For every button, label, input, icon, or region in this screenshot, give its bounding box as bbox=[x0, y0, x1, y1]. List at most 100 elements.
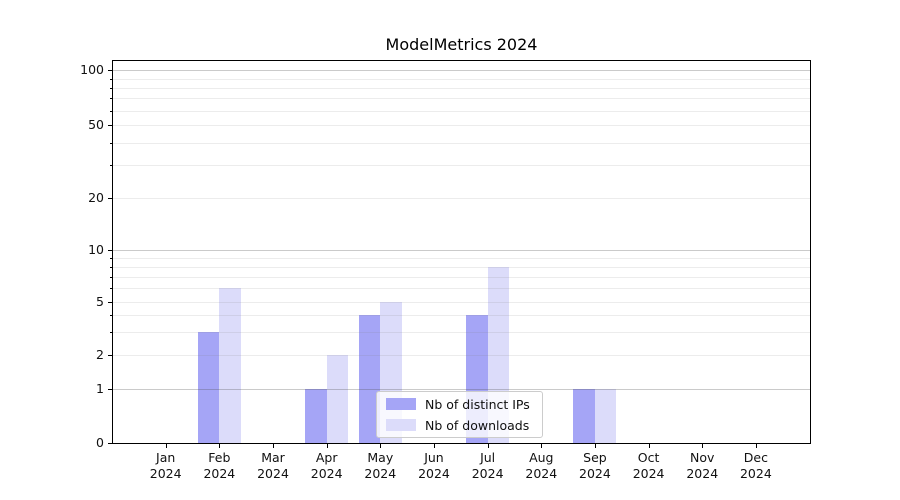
bar-ips-sep bbox=[573, 389, 595, 443]
y-tick-50 bbox=[108, 125, 112, 126]
gridline-minor-80 bbox=[113, 87, 810, 89]
gridline-major-10 bbox=[113, 250, 810, 251]
x-tick-year: 2024 bbox=[471, 466, 504, 481]
y-minor-tick-7 bbox=[110, 276, 112, 278]
x-tick-month: Feb bbox=[208, 450, 231, 465]
y-tick-2 bbox=[108, 355, 112, 356]
x-tick-year: 2024 bbox=[203, 466, 236, 481]
y-minor-tick-40 bbox=[110, 142, 112, 144]
legend-label: Nb of downloads bbox=[425, 417, 530, 433]
legend: Nb of distinct IPs Nb of downloads bbox=[376, 391, 543, 438]
x-tick-year: 2024 bbox=[525, 466, 558, 481]
x-tick-label-may: May 2024 bbox=[352, 450, 408, 482]
x-tick-label-oct: Oct 2024 bbox=[621, 450, 677, 482]
gridline-minor-5 bbox=[113, 302, 810, 303]
y-tick-100 bbox=[108, 70, 112, 72]
y-tick-0 bbox=[108, 443, 112, 444]
x-tick-year: 2024 bbox=[579, 466, 611, 481]
y-tick-1 bbox=[108, 389, 112, 390]
gridline-minor-20 bbox=[113, 197, 810, 199]
x-tick-month: Aug bbox=[529, 450, 554, 465]
gridline-major-1 bbox=[113, 389, 810, 390]
y-tick-20 bbox=[108, 197, 112, 199]
x-tick-label-jun: Jun 2024 bbox=[406, 450, 462, 482]
legend-swatch-ips bbox=[386, 398, 416, 410]
legend-entry: Nb of downloads bbox=[386, 416, 542, 434]
legend-entry: Nb of distinct IPs bbox=[386, 395, 542, 413]
plot-area bbox=[112, 60, 811, 444]
x-tick-month: Nov bbox=[690, 450, 715, 465]
y-tick-5 bbox=[108, 302, 112, 303]
y-minor-tick-6 bbox=[110, 288, 112, 290]
gridline-major-100 bbox=[113, 70, 810, 72]
x-tick-month: Sep bbox=[583, 450, 607, 465]
x-tick-label-sep: Sep 2024 bbox=[567, 450, 623, 482]
x-tick-month: Oct bbox=[637, 450, 660, 465]
gridline-minor-3 bbox=[113, 331, 810, 333]
x-tick-month: May bbox=[367, 450, 394, 465]
bar-ips-feb bbox=[197, 331, 220, 443]
x-tick-label-apr: Apr 2024 bbox=[299, 450, 355, 482]
y-tick-label-100: 100 bbox=[80, 62, 104, 78]
x-tick-label-nov: Nov 2024 bbox=[674, 450, 730, 482]
x-tick-year: 2024 bbox=[686, 466, 719, 481]
x-tick-label-dec: Dec 2024 bbox=[728, 450, 784, 482]
gridline-minor-70 bbox=[113, 98, 810, 100]
x-tick-oct bbox=[648, 444, 650, 448]
gridline-minor-6 bbox=[113, 288, 810, 290]
y-minor-tick-8 bbox=[110, 266, 112, 268]
x-tick-year: 2024 bbox=[310, 466, 343, 481]
x-tick-year: 2024 bbox=[257, 466, 289, 481]
x-tick-aug bbox=[541, 444, 543, 448]
gridline-minor-9 bbox=[113, 257, 810, 259]
bar-downloads-sep bbox=[594, 389, 617, 443]
x-tick-mar bbox=[273, 444, 274, 448]
y-tick-label-2: 2 bbox=[96, 347, 104, 362]
x-tick-year: 2024 bbox=[364, 466, 397, 481]
x-tick-label-feb: Feb 2024 bbox=[191, 450, 247, 482]
y-minor-tick-60 bbox=[110, 110, 112, 112]
x-tick-apr bbox=[326, 444, 328, 448]
y-tick-label-50: 50 bbox=[88, 117, 104, 132]
gridline-minor-30 bbox=[113, 165, 810, 167]
y-minor-tick-90 bbox=[110, 78, 112, 80]
bar-ips-apr bbox=[305, 389, 327, 443]
gridline-minor-50 bbox=[113, 125, 810, 126]
y-tick-label-0: 0 bbox=[96, 435, 104, 450]
gridline-minor-2 bbox=[113, 355, 810, 356]
y-tick-label-20: 20 bbox=[88, 189, 104, 205]
legend-label: Nb of distinct IPs bbox=[425, 396, 530, 412]
x-tick-year: 2024 bbox=[739, 466, 772, 481]
y-minor-tick-9 bbox=[110, 257, 112, 259]
x-tick-label-jan: Jan 2024 bbox=[138, 450, 194, 482]
legend-swatch-downloads bbox=[386, 419, 416, 431]
gridline-minor-40 bbox=[113, 142, 810, 144]
y-tick-label-1: 1 bbox=[96, 381, 104, 396]
x-tick-label-jul: Jul 2024 bbox=[460, 450, 516, 482]
bar-ips-may bbox=[358, 314, 381, 443]
y-tick-label-10: 10 bbox=[88, 242, 104, 257]
y-tick-label-5: 5 bbox=[96, 294, 104, 309]
chart-title: ModelMetrics 2024 bbox=[385, 35, 538, 54]
bar-downloads-apr bbox=[326, 355, 349, 443]
gridline-minor-60 bbox=[113, 110, 810, 112]
gridline-minor-90 bbox=[113, 78, 810, 80]
y-minor-tick-4 bbox=[110, 314, 112, 316]
x-tick-month: Jul bbox=[480, 450, 496, 465]
x-tick-feb bbox=[219, 444, 221, 448]
x-tick-dec bbox=[755, 444, 757, 448]
x-tick-month: Jan bbox=[156, 450, 176, 465]
x-tick-label-aug: Aug 2024 bbox=[513, 450, 569, 482]
x-tick-nov bbox=[702, 444, 704, 448]
x-tick-month: Dec bbox=[743, 450, 768, 465]
x-tick-year: 2024 bbox=[418, 466, 450, 481]
x-tick-jul bbox=[487, 444, 489, 448]
gridline-minor-8 bbox=[113, 266, 810, 268]
x-tick-label-mar: Mar 2024 bbox=[245, 450, 301, 482]
gridline-minor-7 bbox=[113, 276, 810, 278]
x-tick-month: Mar bbox=[261, 450, 285, 465]
x-tick-jan bbox=[165, 444, 167, 448]
x-tick-year: 2024 bbox=[149, 466, 182, 481]
bar-downloads-feb bbox=[219, 288, 241, 443]
